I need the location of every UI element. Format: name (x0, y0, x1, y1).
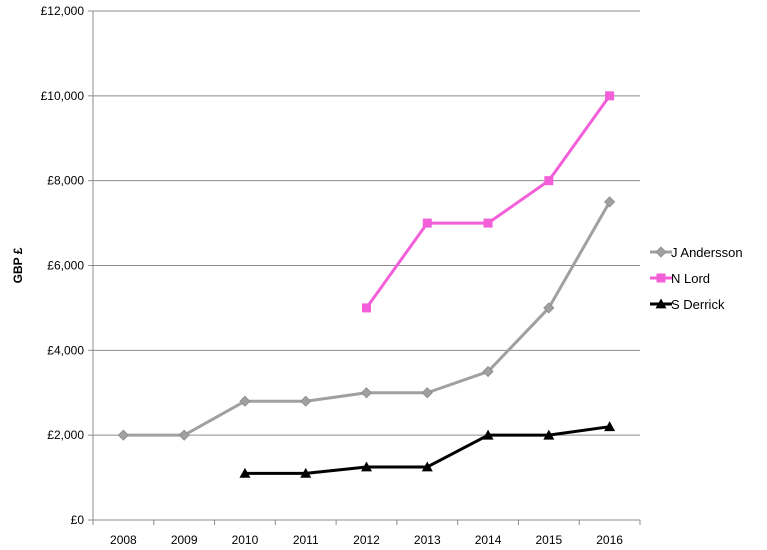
series-line-n-lord (365, 94, 611, 309)
x-tick-label: 2010 (232, 533, 259, 547)
series-j-andersson (117, 196, 616, 441)
data-point-s-derrick (361, 461, 372, 472)
x-tick-label: 2013 (414, 533, 441, 547)
data-point-j-andersson (117, 429, 129, 441)
axes (88, 10, 641, 525)
data-point-s-derrick (482, 429, 494, 440)
data-point-n-lord (483, 218, 493, 228)
legend-label: N Lord (671, 271, 710, 286)
data-point-n-lord (544, 176, 554, 186)
x-tick-labels: 2008 2009 2010 2011 2012 2013 2014 2015 2016 (110, 533, 623, 547)
y-axis-label: GBP £ (11, 247, 25, 283)
x-tick-label: 2008 (110, 533, 137, 547)
series-line-j-andersson (123, 201, 611, 437)
y-tick-label: £0 (71, 513, 85, 527)
x-tick-label: 2014 (475, 533, 502, 547)
x-tick-label: 2012 (353, 533, 380, 547)
x-tick-label: 2016 (596, 533, 623, 547)
x-tick-label: 2009 (171, 533, 198, 547)
data-point-s-derrick (300, 467, 312, 478)
y-tick-label: £8,000 (47, 174, 84, 188)
data-point-s-derrick (543, 429, 555, 440)
legend-marker (656, 273, 666, 283)
y-tick-label: £10,000 (41, 89, 85, 103)
y-tick-label: £4,000 (47, 343, 84, 357)
data-point-j-andersson (482, 365, 494, 378)
x-tick-label: 2015 (535, 533, 562, 547)
data-point-s-derrick (421, 461, 433, 472)
y-tick-label: £6,000 (47, 259, 84, 273)
data-point-j-andersson (360, 387, 373, 399)
y-tick-label: £12,000 (41, 4, 85, 18)
data-point-j-andersson (300, 395, 312, 407)
legend-label: J Andersson (671, 245, 743, 260)
data-point-n-lord (605, 91, 615, 101)
series-n-lord (362, 91, 615, 313)
x-tick-label: 2011 (293, 533, 319, 547)
y-tick-label: £2,000 (47, 428, 84, 442)
legend-marker (655, 246, 667, 258)
y-tick-labels: £0 £2,000 £4,000 £6,000 £8,000 £10,000 £12,000 (41, 4, 85, 527)
grid-lines (93, 10, 640, 436)
data-point-s-derrick (239, 467, 251, 478)
data-point-j-andersson (239, 395, 251, 407)
legend-item-n-lord: N Lord (650, 271, 710, 286)
series-group (117, 91, 616, 478)
legend-marker (655, 298, 667, 309)
data-point-j-andersson (421, 387, 433, 399)
legend-label: S Derrick (671, 297, 725, 312)
legend-item-j-andersson: J Andersson (650, 245, 743, 260)
data-point-n-lord (362, 303, 371, 313)
legend: J Andersson N Lord S Derrick (650, 245, 743, 312)
data-point-j-andersson (178, 429, 190, 441)
data-point-j-andersson (604, 196, 616, 208)
data-point-s-derrick (604, 421, 616, 432)
series-s-derrick (239, 421, 616, 478)
legend-item-s-derrick: S Derrick (650, 297, 725, 312)
data-point-n-lord (422, 218, 432, 228)
data-point-j-andersson (543, 302, 555, 314)
